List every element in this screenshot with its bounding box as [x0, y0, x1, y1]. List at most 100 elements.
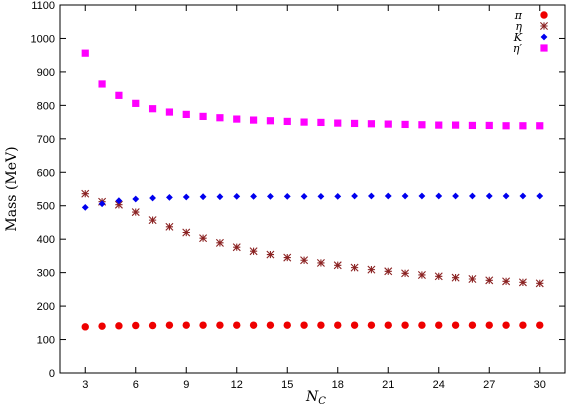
data-point: [149, 194, 156, 202]
data-point: [535, 279, 544, 288]
x-tick-label: 24: [433, 379, 445, 391]
data-point: [536, 321, 544, 329]
data-point: [165, 108, 174, 116]
y-tick-label: 900: [37, 67, 55, 79]
data-point: [435, 321, 443, 329]
data-point: [384, 120, 392, 128]
data-point: [485, 321, 493, 329]
data-point: [199, 193, 207, 201]
axis-ticks: 0 100 200 300 400 500 600 700 800 900 1000 1100 3 6 9 1…: [31, 0, 565, 391]
data-point: [283, 253, 292, 262]
data-point: [199, 112, 207, 121]
data-point: [165, 321, 174, 329]
data-point: [232, 243, 241, 252]
data-point: [283, 321, 291, 329]
series-star: [81, 189, 544, 288]
data-point: [317, 118, 325, 127]
data-point: [98, 322, 106, 330]
y-tick-label: 1100: [31, 0, 55, 12]
legend-marker: [540, 22, 548, 30]
data-point: [215, 238, 224, 247]
x-axis-title: NC: [305, 389, 326, 406]
data-point: [81, 323, 89, 331]
data-series: [81, 49, 544, 331]
data-point: [148, 216, 157, 225]
data-point: [267, 192, 274, 200]
data-point: [418, 121, 426, 129]
y-tick-label: 600: [37, 167, 55, 179]
data-point: [249, 247, 258, 256]
x-tick-label: 18: [332, 379, 344, 391]
data-point: [283, 192, 291, 200]
data-point: [502, 192, 510, 200]
data-point: [367, 265, 376, 274]
data-point: [300, 192, 308, 200]
data-point: [334, 321, 342, 329]
data-point: [334, 119, 342, 127]
y-tick-label: 1000: [31, 33, 55, 45]
data-point: [166, 193, 173, 201]
data-point: [216, 114, 224, 122]
y-tick-label: 400: [37, 234, 55, 246]
data-point: [182, 321, 190, 329]
legend-marker: [540, 44, 548, 52]
y-tick-label: 200: [37, 301, 55, 313]
data-point: [249, 321, 258, 329]
y-tick-label: 300: [37, 268, 55, 280]
data-point: [132, 321, 140, 330]
data-point: [502, 321, 510, 329]
data-point: [451, 321, 460, 329]
data-point: [300, 321, 308, 329]
data-point: [452, 192, 459, 200]
data-point: [317, 321, 325, 329]
data-point: [300, 118, 308, 126]
data-point: [435, 192, 443, 200]
x-tick-label: 9: [183, 379, 189, 391]
data-point: [536, 122, 544, 130]
x-tick-label: 15: [281, 379, 293, 391]
data-point: [435, 121, 443, 129]
data-point: [418, 192, 426, 200]
data-point: [182, 193, 190, 201]
data-point: [283, 117, 291, 126]
data-point: [334, 192, 342, 200]
data-point: [182, 228, 191, 237]
data-point: [115, 197, 123, 205]
data-point: [266, 117, 275, 125]
data-point: [233, 321, 241, 329]
x-tick-label: 12: [231, 379, 243, 391]
data-point: [418, 321, 426, 329]
data-point: [233, 115, 241, 123]
legend-marker: [540, 11, 548, 19]
y-tick-label: 100: [37, 335, 55, 347]
data-point: [368, 192, 375, 200]
legend-label: π: [514, 9, 523, 22]
data-point: [367, 120, 376, 128]
data-point: [216, 321, 224, 329]
x-tick-label: 3: [82, 379, 88, 391]
data-point: [333, 261, 342, 270]
y-tick-label: 800: [37, 100, 55, 112]
series-circle: [81, 321, 544, 331]
data-point: [132, 99, 140, 107]
data-point: [350, 263, 359, 272]
x-tick-label: 27: [483, 379, 495, 391]
data-point: [165, 222, 174, 231]
data-point: [351, 192, 358, 200]
y-tick-label: 500: [37, 201, 55, 213]
data-point: [81, 204, 89, 211]
data-point: [502, 122, 510, 130]
data-point: [384, 267, 393, 276]
data-point: [300, 256, 309, 265]
data-point: [98, 200, 106, 208]
series-diamond: [81, 192, 544, 211]
data-point: [199, 234, 208, 243]
data-point: [485, 192, 493, 200]
legend-label: η′: [513, 42, 523, 55]
data-point: [266, 321, 275, 329]
data-point: [249, 116, 258, 124]
data-point: [485, 121, 493, 130]
data-point: [148, 105, 157, 113]
data-point: [316, 258, 325, 267]
